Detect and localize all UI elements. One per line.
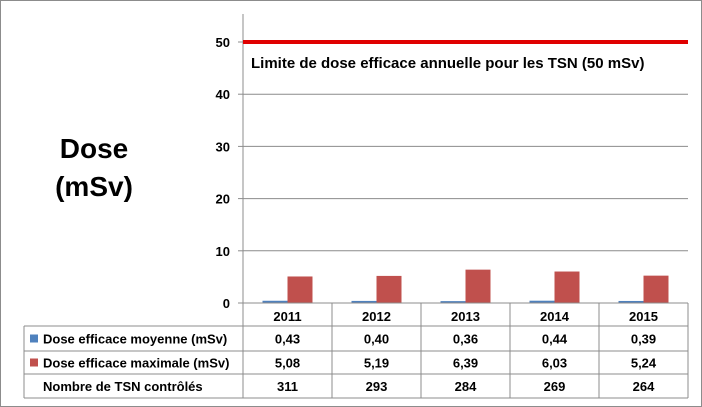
legend-series-name: Dose efficace maximale (mSv)	[43, 356, 229, 371]
legend-swatch	[30, 358, 38, 367]
limit-line-label: Limite de dose efficace annuelle pour le…	[251, 55, 644, 72]
table-value: 311	[277, 379, 298, 394]
table-row-name: Nombre de TSN contrôlés	[43, 379, 203, 394]
y-tick-label: 20	[216, 192, 230, 207]
category-label: 2012	[362, 309, 391, 324]
category-label: 2015	[629, 309, 658, 324]
category-label: 2014	[540, 309, 570, 324]
table-value: 293	[366, 379, 388, 394]
table-value: 5,08	[275, 356, 300, 371]
bar-moyenne	[262, 300, 288, 303]
table-value: 6,39	[453, 356, 478, 371]
y-tick-label: 50	[216, 35, 230, 50]
bar-maximale	[376, 275, 402, 303]
category-label: 2011	[273, 309, 301, 324]
y-tick-label: 10	[216, 244, 230, 259]
table-value: 264	[633, 379, 655, 394]
y-axis-label: Dose (mSv)	[55, 133, 133, 202]
y-tick-label: 30	[216, 139, 230, 154]
table-value: 0,36	[453, 332, 478, 347]
table-value: 284	[455, 379, 477, 394]
bar-maximale	[643, 275, 669, 303]
bar-maximale	[287, 276, 313, 303]
y-tick-label: 40	[216, 87, 230, 102]
bar-moyenne	[351, 300, 377, 303]
bar-maximale	[465, 269, 491, 303]
bar-moyenne	[440, 301, 466, 303]
table-value: 5,19	[364, 356, 389, 371]
table-value: 0,44	[542, 332, 568, 347]
bar-maximale	[554, 271, 580, 303]
category-label: 2013	[451, 309, 480, 324]
legend-series-name: Dose efficace moyenne (mSv)	[43, 332, 227, 347]
table-value: 0,43	[275, 332, 300, 347]
table-value: 6,03	[542, 356, 567, 371]
bar-moyenne	[618, 300, 644, 303]
table-value: 5,24	[631, 356, 657, 371]
y-tick-label: 0	[223, 296, 230, 311]
table-value: 0,39	[631, 332, 656, 347]
table-value: 0,40	[364, 332, 389, 347]
table-value: 269	[544, 379, 566, 394]
legend-swatch	[30, 334, 38, 343]
bar-moyenne	[529, 300, 555, 303]
